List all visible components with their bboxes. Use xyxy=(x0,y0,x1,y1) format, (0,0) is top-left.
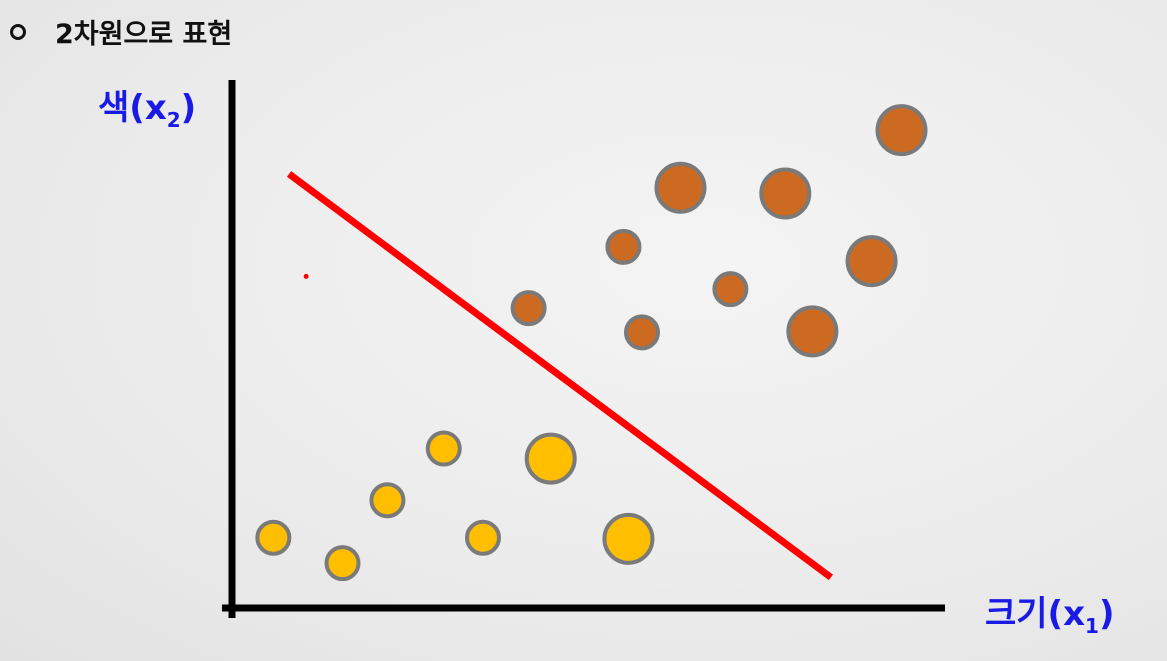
data-point-class-a-5 xyxy=(712,271,749,308)
points-layer xyxy=(255,104,928,582)
data-point-class-a-7 xyxy=(623,314,660,351)
x-axis-label-subscript: 1 xyxy=(1085,613,1099,638)
data-point-class-a-3 xyxy=(605,228,642,265)
data-point-class-b-1 xyxy=(524,432,577,485)
y-axis-label: 색(x2) xyxy=(98,80,196,132)
data-point-class-b-6 xyxy=(324,545,361,582)
data-point-class-a-2 xyxy=(759,167,812,220)
data-point-class-b-3 xyxy=(255,519,292,556)
data-point-class-a-0 xyxy=(875,104,928,157)
data-point-class-a-6 xyxy=(510,290,547,327)
data-point-class-b-0 xyxy=(425,430,462,467)
y-axis-label-close: ) xyxy=(180,88,197,128)
decision-boundary-line xyxy=(286,171,834,581)
slide-title: 2차원으로 표현 xyxy=(55,19,233,50)
y-axis-label-subscript: 2 xyxy=(166,107,181,132)
bullet-icon xyxy=(10,24,26,40)
data-point-class-b-4 xyxy=(464,519,501,556)
data-point-class-a-4 xyxy=(845,235,898,288)
data-point-class-b-5 xyxy=(602,512,655,565)
data-point-class-a-8 xyxy=(786,305,839,358)
y-axis-label-text: 색(x xyxy=(98,88,167,128)
small-red-marker xyxy=(303,273,309,279)
x-axis-label: 크기(x1) xyxy=(985,586,1115,638)
x-axis-label-text: 크기(x xyxy=(985,594,1086,634)
data-point-class-a-1 xyxy=(654,161,707,214)
x-axis-label-close: ) xyxy=(1098,594,1115,634)
data-point-class-b-2 xyxy=(369,482,406,519)
